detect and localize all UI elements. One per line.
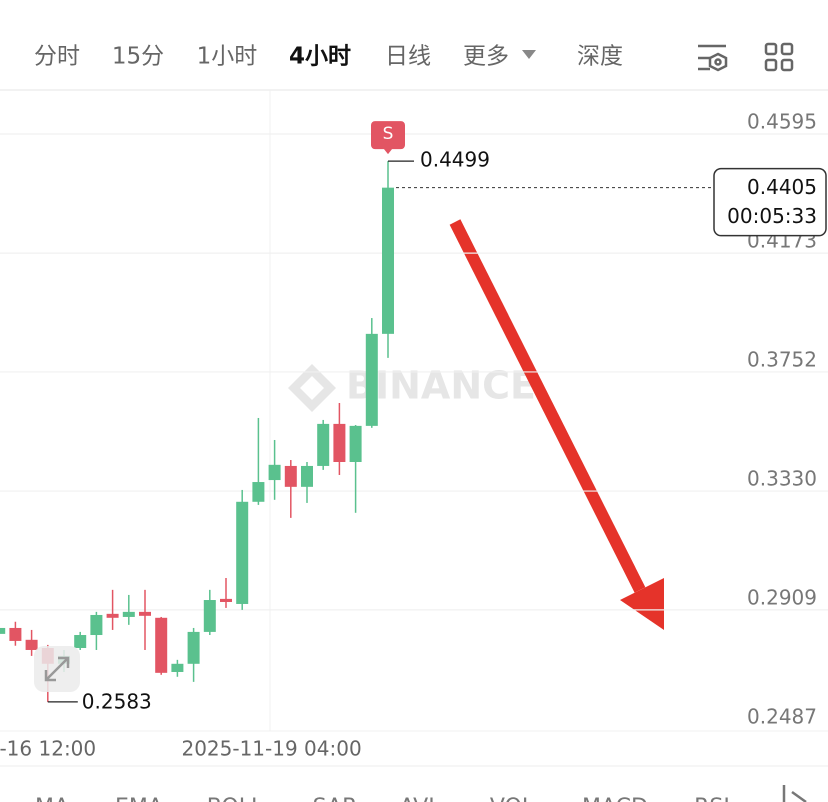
candle-body (252, 482, 265, 502)
candle-body (284, 465, 297, 487)
candle-body (106, 613, 119, 618)
candle-body (139, 611, 151, 616)
indicator-tab[interactable]: VOL (490, 795, 535, 802)
candle-body (9, 627, 22, 641)
indicator-tab[interactable]: MA (35, 795, 69, 802)
candle-body (301, 465, 313, 487)
countdown-label: 00:05:33 (727, 204, 817, 228)
indicator-tab[interactable]: SAR (313, 795, 358, 802)
watermark-logo (288, 364, 336, 412)
x-tick-label: 2025-11-19 04:00 (181, 737, 361, 761)
y-tick-label: 0.3330 (747, 467, 817, 491)
red-arrow-head (620, 578, 664, 630)
y-tick-label: 0.2909 (747, 585, 817, 609)
y-tick-label: 0.4595 (747, 110, 817, 134)
tab[interactable]: 分时 (34, 44, 80, 70)
tab[interactable]: 4小时 (289, 44, 351, 70)
candle-body (187, 631, 200, 664)
indicator-tab[interactable]: MACD (582, 795, 648, 802)
last-price-box (713, 167, 827, 237)
indicator-tab[interactable]: RSI (694, 795, 730, 802)
low-label: 0.2583 (82, 689, 152, 713)
candle-body (0, 627, 6, 634)
signal-label: S (383, 124, 394, 144)
tab[interactable]: 日线 (385, 44, 431, 70)
candle-body (220, 598, 232, 602)
candle-body (333, 423, 346, 462)
candle-body (122, 611, 135, 617)
indicator-tab[interactable]: BOLL (207, 795, 264, 802)
x-tick-label: -16 12:00 (0, 737, 96, 761)
signal-marker (371, 121, 405, 155)
candle-body (203, 600, 216, 632)
last-price-label: 0.4405 (747, 175, 817, 199)
chart-layer: 0.45950.41730.37520.33300.29090.2487-16 … (0, 110, 828, 761)
y-tick-label: 0.3752 (747, 347, 817, 371)
indicator-tab[interactable]: AVL (400, 795, 442, 802)
candle-body (268, 464, 281, 481)
candle-body (74, 635, 87, 648)
candle-body (155, 617, 168, 673)
tab[interactable]: 更多 (463, 44, 509, 70)
candle-body (365, 333, 378, 426)
candle-body (90, 614, 103, 636)
tab[interactable]: 1小时 (197, 44, 258, 70)
candle-body (382, 187, 394, 334)
tab[interactable]: 15分 (112, 44, 164, 70)
indicator-tab[interactable]: EMA (115, 795, 163, 802)
y-tick-label: 0.2487 (747, 705, 817, 729)
dropdown-caret[interactable] (522, 50, 536, 59)
candle-body (317, 423, 330, 466)
chart-settings-icon[interactable] (698, 44, 728, 72)
high-label: 0.4499 (420, 148, 490, 172)
red-arrow-shaft (449, 219, 646, 593)
layout-icon[interactable] (764, 42, 794, 72)
expand-icon[interactable] (34, 646, 80, 692)
candle-body (171, 663, 184, 672)
tab[interactable]: 深度 (577, 44, 623, 70)
indicator-more-icon[interactable] (782, 785, 807, 802)
candle-body (236, 501, 249, 604)
candle-body (25, 639, 38, 650)
candle-body (349, 425, 362, 462)
